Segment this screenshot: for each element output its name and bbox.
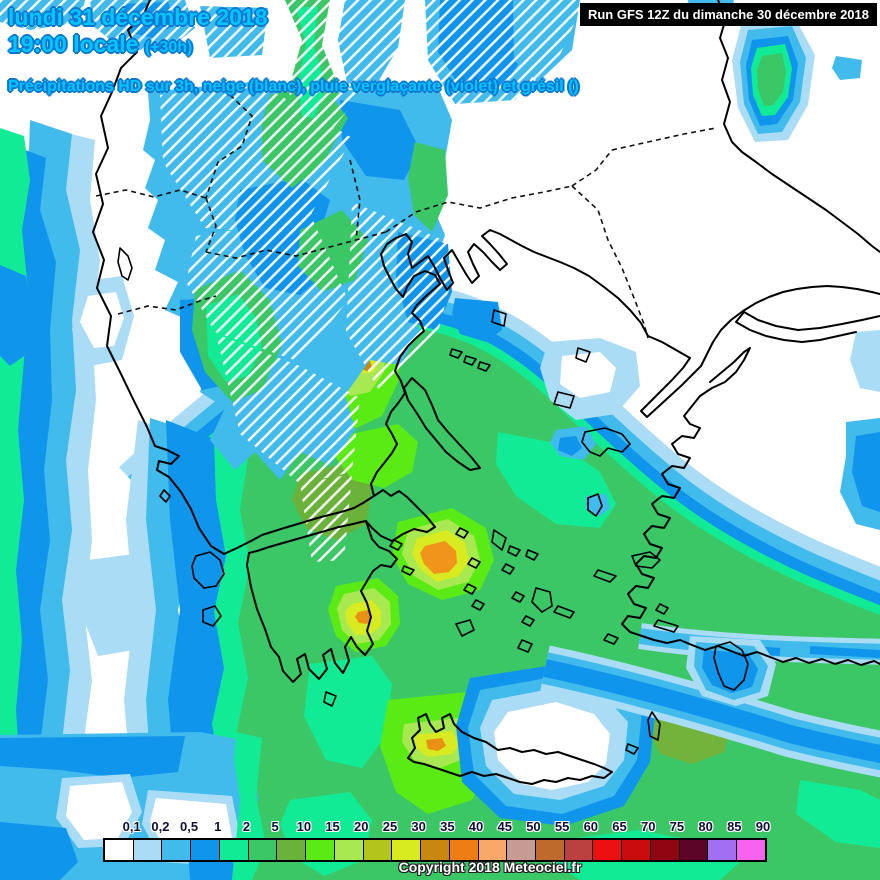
legend-cell	[277, 840, 307, 860]
legend-cell	[334, 840, 364, 860]
time-label: 19:00 locale (+30h)	[8, 31, 192, 58]
legend-cell	[737, 840, 765, 860]
legend-cell	[679, 840, 709, 860]
legend-cell	[478, 840, 508, 860]
legend-tick-label: 10	[296, 819, 312, 834]
legend-cell	[162, 840, 192, 860]
legend-tick-label: 55	[554, 819, 570, 834]
legend-tick-label: 40	[468, 819, 484, 834]
islands	[117, 247, 749, 755]
legend-tick-label: 70	[640, 819, 656, 834]
legend-tick-label: 15	[325, 819, 340, 834]
legend-tick-label: 0,5	[180, 819, 199, 834]
variable-label: Précipitations HD sur 3h, neige (blanc),…	[8, 78, 579, 95]
legend-cell	[593, 840, 623, 860]
legend-cell	[363, 840, 393, 860]
legend-cell	[421, 840, 450, 860]
legend-cell	[248, 840, 278, 860]
legend-tick-label: 80	[698, 819, 713, 834]
legend-tick-label: 25	[382, 819, 398, 834]
legend-cell	[133, 840, 163, 860]
forecast-hour: (+30h)	[144, 39, 193, 56]
legend-tick-label: 60	[583, 819, 599, 834]
date-label: lundi 31 décembre 2018	[8, 4, 268, 30]
legend-tick-label: 85	[727, 819, 742, 834]
legend-cell	[708, 840, 738, 860]
legend-tick-label: 45	[497, 819, 512, 834]
legend-cell	[306, 840, 335, 860]
legend-tick-label: 0,2	[151, 819, 170, 834]
legend-cell	[507, 840, 537, 860]
legend-tick-label: 35	[440, 819, 455, 834]
legend-colorbar	[103, 838, 767, 862]
legend-tick-label: 90	[755, 819, 771, 834]
legend-tick-label: 65	[612, 819, 627, 834]
legend-tick-label: 1	[214, 819, 222, 834]
legend-tick-label: 20	[354, 819, 369, 834]
snow-hatching	[0, 0, 585, 562]
legend-tick-label: 5	[271, 819, 279, 834]
copyright-label: Copyright 2018 Meteociel.fr	[398, 859, 582, 875]
legend-tick-label: 2	[242, 819, 251, 834]
legend-tick-label: 0,1	[122, 819, 141, 834]
legend-tick-label: 75	[669, 819, 685, 834]
legend-cell	[650, 840, 680, 860]
legend-tick-label: 30	[411, 819, 426, 834]
legend-cell	[536, 840, 565, 860]
local-time: 19:00 locale	[8, 31, 139, 57]
country-borders	[95, 94, 717, 339]
run-info-badge: Run GFS 12Z du dimanche 30 décembre 2018	[579, 3, 877, 26]
legend-labels: 0,1 0,2 0,5 1 2 5 10 15 20 25 30 35 40 45 50 55 60 65 70 75…	[103, 819, 771, 836]
legend-tick-label: 50	[526, 819, 541, 834]
legend-cell	[622, 840, 651, 860]
legend-cell	[392, 840, 422, 860]
legend-cell	[191, 840, 220, 860]
coastlines	[92, 0, 880, 785]
legend-cell	[564, 840, 594, 860]
legend-cell	[219, 840, 249, 860]
legend-cell	[449, 840, 479, 860]
legend-cell	[105, 840, 134, 860]
